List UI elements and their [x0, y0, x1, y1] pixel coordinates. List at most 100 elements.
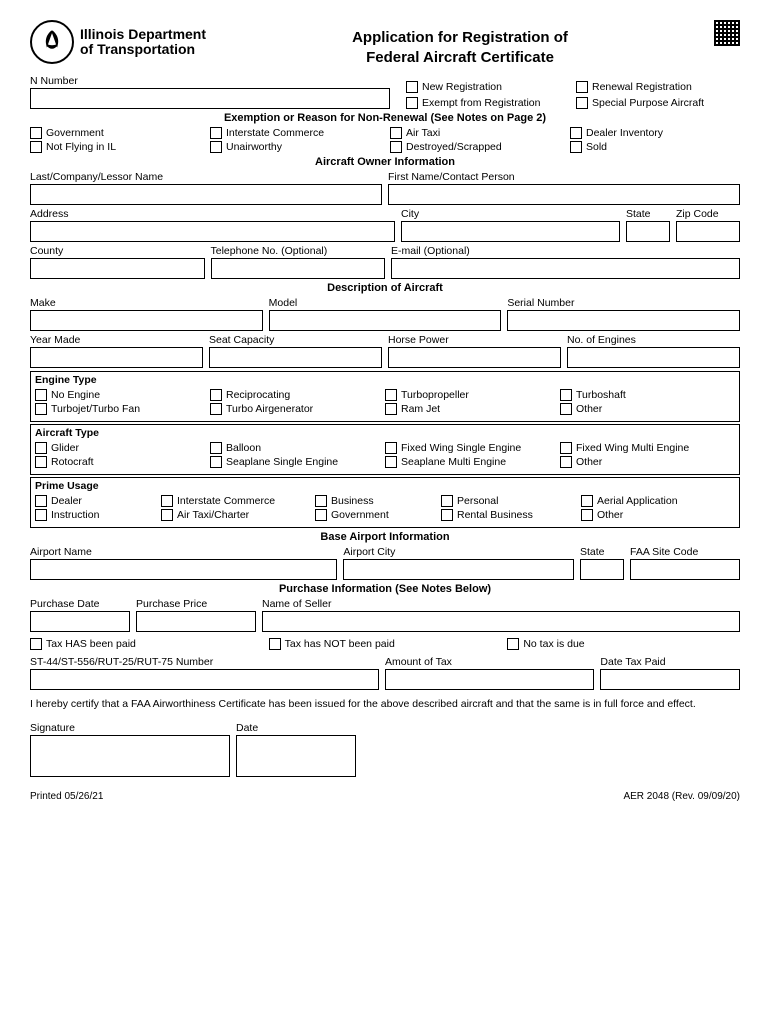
turboprop-checkbox[interactable] — [385, 389, 397, 401]
ramjet-checkbox[interactable] — [385, 403, 397, 415]
glider-label: Glider — [51, 442, 79, 454]
fws-checkbox[interactable] — [385, 442, 397, 454]
engines-input[interactable] — [567, 347, 740, 368]
turboshaft-checkbox[interactable] — [560, 389, 572, 401]
address-input[interactable] — [30, 221, 395, 242]
glider-checkbox[interactable] — [35, 442, 47, 454]
zip-input[interactable] — [676, 221, 740, 242]
sold-checkbox[interactable] — [570, 141, 582, 153]
purchase-price-label: Purchase Price — [136, 598, 256, 610]
exemption-row-1: Government Interstate Commerce Air Taxi … — [30, 127, 740, 139]
usage-other-checkbox[interactable] — [581, 509, 593, 521]
prime-usage-title: Prime Usage — [35, 480, 735, 492]
airgen-label: Turbo Airgenerator — [226, 403, 313, 415]
model-input[interactable] — [269, 310, 502, 331]
tax-amount-input[interactable] — [385, 669, 594, 690]
serial-input[interactable] — [507, 310, 740, 331]
purchase-price-input[interactable] — [136, 611, 256, 632]
title-line1: Application for Registration of — [206, 28, 714, 48]
usage-airtaxi-checkbox[interactable] — [161, 509, 173, 521]
tax-not-paid-checkbox[interactable] — [269, 638, 281, 650]
government-checkbox[interactable] — [30, 127, 42, 139]
usage-government-checkbox[interactable] — [315, 509, 327, 521]
airport-state-input[interactable] — [580, 559, 624, 580]
fwm-checkbox[interactable] — [560, 442, 572, 454]
aircraft-other-checkbox[interactable] — [560, 456, 572, 468]
usage-rental-checkbox[interactable] — [441, 509, 453, 521]
engine-other-checkbox[interactable] — [560, 403, 572, 415]
balloon-checkbox[interactable] — [210, 442, 222, 454]
usage-interstate-label: Interstate Commerce — [177, 495, 275, 507]
sse-checkbox[interactable] — [210, 456, 222, 468]
interstate-checkbox[interactable] — [210, 127, 222, 139]
renewal-registration-checkbox[interactable] — [576, 81, 588, 93]
special-purpose-checkbox[interactable] — [576, 97, 588, 109]
faa-code-input[interactable] — [630, 559, 740, 580]
usage-instruction-checkbox[interactable] — [35, 509, 47, 521]
seller-input[interactable] — [262, 611, 740, 632]
turbofan-checkbox[interactable] — [35, 403, 47, 415]
sme-checkbox[interactable] — [385, 456, 397, 468]
usage-personal-checkbox[interactable] — [441, 495, 453, 507]
year-input[interactable] — [30, 347, 203, 368]
airport-city-input[interactable] — [343, 559, 574, 580]
fwm-label: Fixed Wing Multi Engine — [576, 442, 689, 454]
zip-label: Zip Code — [676, 208, 740, 220]
n-number-input[interactable] — [30, 88, 390, 109]
airtaxi-label: Air Taxi — [406, 127, 440, 139]
signature-input[interactable] — [30, 735, 230, 777]
usage-aerial-label: Aerial Application — [597, 495, 678, 507]
fws-label: Fixed Wing Single Engine — [401, 442, 521, 454]
airport-name-input[interactable] — [30, 559, 337, 580]
exempt-registration-checkbox[interactable] — [406, 97, 418, 109]
purchase-date-input[interactable] — [30, 611, 130, 632]
state-label: State — [626, 208, 670, 220]
certification-text: I hereby certify that a FAA Airworthines… — [30, 698, 740, 712]
tax-paid-checkbox[interactable] — [30, 638, 42, 650]
rotocraft-checkbox[interactable] — [35, 456, 47, 468]
seat-input[interactable] — [209, 347, 382, 368]
no-tax-checkbox[interactable] — [507, 638, 519, 650]
email-input[interactable] — [391, 258, 740, 279]
engines-label: No. of Engines — [567, 334, 740, 346]
usage-business-checkbox[interactable] — [315, 495, 327, 507]
prime-usage-section: Prime Usage Dealer Interstate Commerce B… — [30, 477, 740, 528]
date-input[interactable] — [236, 735, 356, 777]
dealer-inventory-checkbox[interactable] — [570, 127, 582, 139]
page-header: Illinois Department of Transportation Ap… — [30, 20, 740, 67]
usage-aerial-checkbox[interactable] — [581, 495, 593, 507]
no-engine-checkbox[interactable] — [35, 389, 47, 401]
tax-amount-label: Amount of Tax — [385, 656, 594, 668]
seat-label: Seat Capacity — [209, 334, 382, 346]
hp-input[interactable] — [388, 347, 561, 368]
address-label: Address — [30, 208, 395, 220]
airport-state-label: State — [580, 546, 624, 558]
airtaxi-checkbox[interactable] — [390, 127, 402, 139]
county-input[interactable] — [30, 258, 205, 279]
airgen-checkbox[interactable] — [210, 403, 222, 415]
new-registration-label: New Registration — [422, 81, 502, 93]
usage-interstate-checkbox[interactable] — [161, 495, 173, 507]
phone-input[interactable] — [211, 258, 386, 279]
last-name-input[interactable] — [30, 184, 382, 205]
new-registration-checkbox[interactable] — [406, 81, 418, 93]
exemption-row-2: Not Flying in IL Unairworthy Destroyed/S… — [30, 141, 740, 153]
make-input[interactable] — [30, 310, 263, 331]
date-tax-paid-input[interactable] — [600, 669, 740, 690]
usage-other-label: Other — [597, 509, 623, 521]
make-label: Make — [30, 297, 263, 309]
first-name-input[interactable] — [388, 184, 740, 205]
seller-label: Name of Seller — [262, 598, 740, 610]
interstate-label: Interstate Commerce — [226, 127, 324, 139]
reciprocating-checkbox[interactable] — [210, 389, 222, 401]
state-input[interactable] — [626, 221, 670, 242]
city-input[interactable] — [401, 221, 620, 242]
unairworthy-checkbox[interactable] — [210, 141, 222, 153]
st44-input[interactable] — [30, 669, 379, 690]
printed-date: Printed 05/26/21 — [30, 791, 103, 802]
notflying-checkbox[interactable] — [30, 141, 42, 153]
destroyed-checkbox[interactable] — [390, 141, 402, 153]
purchase-section-title: Purchase Information (See Notes Below) — [30, 583, 740, 595]
destroyed-label: Destroyed/Scrapped — [406, 141, 502, 153]
usage-dealer-checkbox[interactable] — [35, 495, 47, 507]
